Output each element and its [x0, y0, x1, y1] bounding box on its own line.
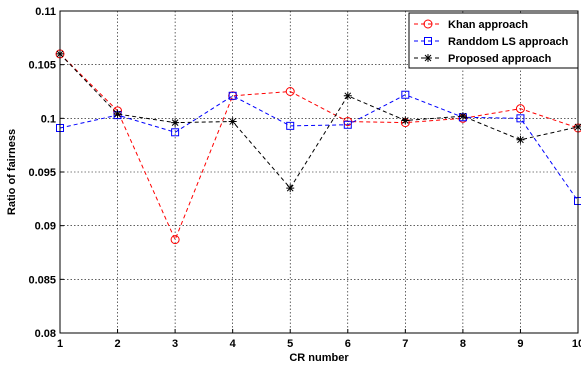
- legend-marker: [424, 54, 432, 62]
- data-point: [343, 91, 352, 100]
- legend-label: Randdom LS approach: [448, 36, 569, 48]
- legend-item-proposed-approach: Proposed approach: [414, 53, 552, 65]
- data-point: [515, 104, 525, 114]
- data-point: [458, 112, 467, 121]
- data-point: [516, 135, 525, 144]
- x-tick-label: 6: [345, 338, 351, 350]
- x-tick-label: 8: [460, 338, 466, 350]
- series-layer: [55, 49, 581, 245]
- x-tick-label: 9: [517, 338, 523, 350]
- x-tick-label: 10: [572, 338, 581, 350]
- series-randdom-ls-approach: [56, 90, 581, 205]
- data-point: [113, 110, 122, 119]
- data-point: [285, 87, 295, 96]
- y-tick-label: 0.11: [35, 6, 56, 18]
- legend-marker: [424, 37, 432, 45]
- x-axis-ticks: 1 2 3 4 5 6 7 8 9 10: [57, 329, 581, 350]
- data-point: [516, 114, 525, 123]
- x-tick-label: 4: [230, 338, 237, 350]
- y-tick-label: 0.09: [35, 221, 56, 233]
- grid: [60, 11, 578, 333]
- y-tick-label: 0.1: [41, 113, 56, 125]
- x-tick-label: 1: [57, 338, 63, 350]
- data-point: [170, 235, 180, 245]
- y-axis-title: Ratio of fairness: [6, 129, 18, 215]
- x-tick-label: 7: [402, 338, 408, 350]
- legend-item-randdom-ls-approach: Randdom LS approach: [414, 36, 569, 48]
- x-tick-label: 3: [172, 338, 178, 350]
- y-tick-label: 0.095: [28, 167, 56, 179]
- series-line: [59, 53, 579, 241]
- legend-label: Proposed approach: [448, 53, 552, 65]
- y-tick-label: 0.085: [28, 274, 56, 286]
- legend: Khan approach Randdom LS approach Proposed…: [408, 12, 579, 69]
- data-point: [171, 118, 180, 127]
- data-point: [228, 117, 237, 126]
- series-proposed-approach: [56, 49, 581, 193]
- y-axis-ticks: 0.08 0.085 0.09 0.095 0.1 0.105 0.11: [28, 6, 64, 340]
- data-point: [401, 90, 410, 99]
- x-tick-label: 2: [114, 338, 120, 350]
- data-point: [171, 128, 180, 137]
- legend-marker: [423, 19, 433, 29]
- data-point: [228, 91, 237, 100]
- series-line: [59, 94, 579, 202]
- data-point: [286, 121, 295, 130]
- data-point: [286, 184, 295, 193]
- data-point: [401, 116, 410, 125]
- x-axis-title: CR number: [289, 352, 349, 364]
- legend-label: Khan approach: [448, 19, 528, 31]
- y-tick-label: 0.08: [35, 328, 56, 340]
- x-tick-label: 5: [287, 338, 293, 350]
- legend-item-khan-approach: Khan approach: [414, 19, 528, 31]
- y-tick-label: 0.105: [28, 60, 56, 72]
- series-line: [59, 53, 579, 189]
- data-point: [343, 120, 352, 129]
